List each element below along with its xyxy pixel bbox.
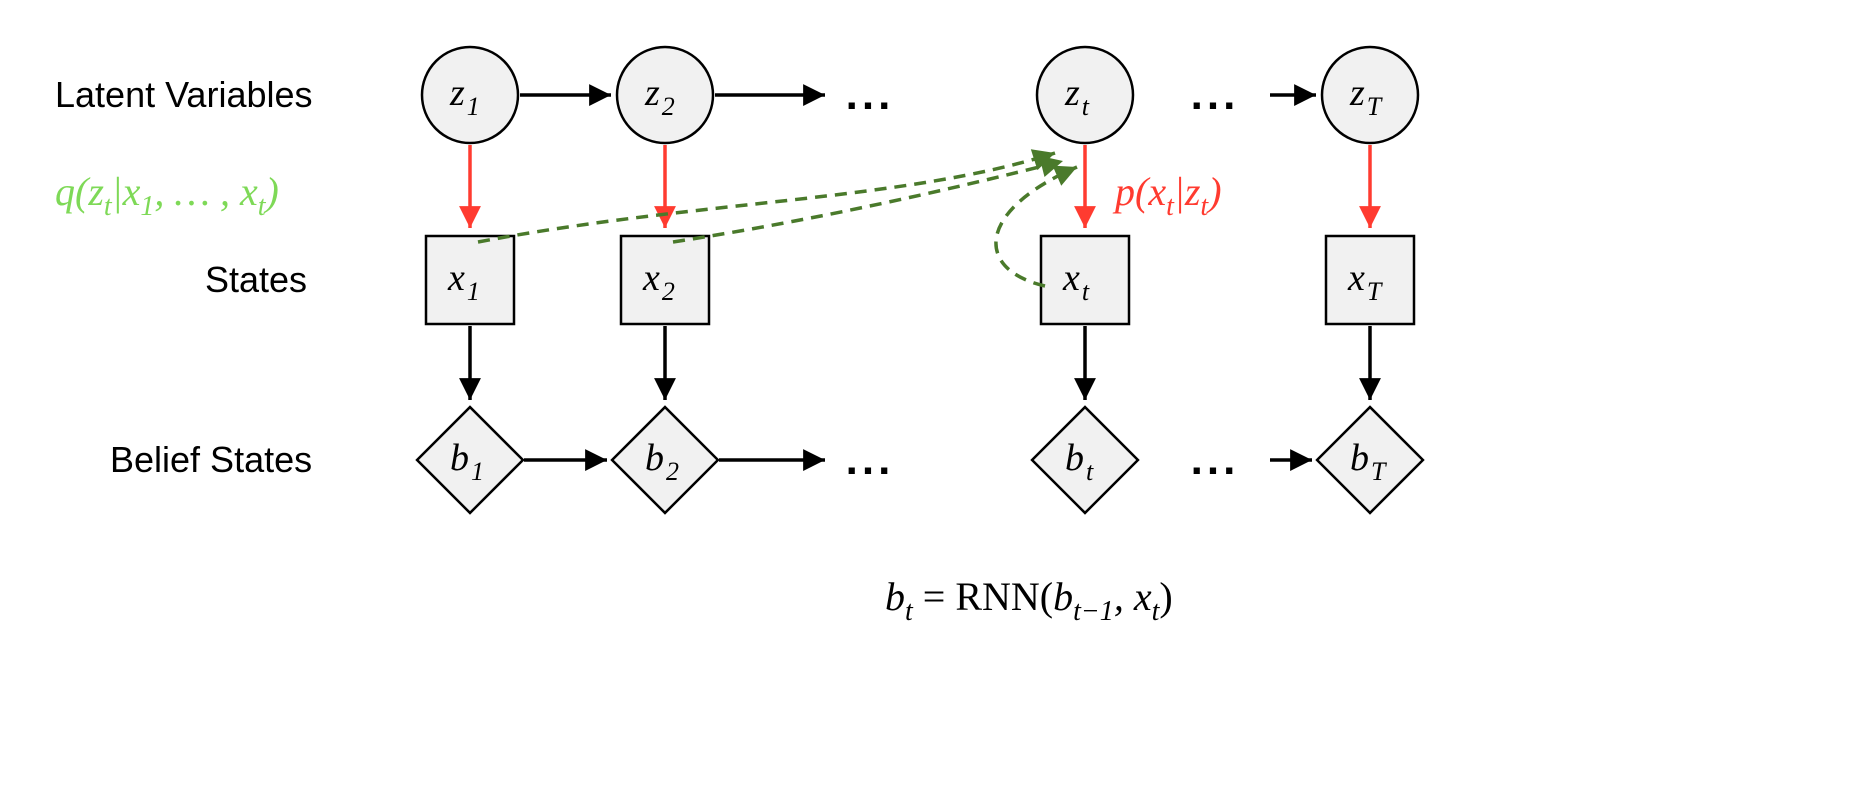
q-distribution-label: q(zt|x1, … , xt) (55, 169, 279, 222)
row-label-states: States (205, 259, 307, 300)
p-likelihood-label: p(xt|zt) (1112, 169, 1222, 222)
ellipsis: ... (846, 70, 895, 119)
b-node (1032, 407, 1138, 513)
ellipsis: ... (1191, 435, 1240, 484)
rnn-equation: bt = RNN(bt−1, xt) (885, 574, 1173, 627)
b-node (417, 407, 523, 513)
inference-edge (673, 161, 1063, 242)
inference-edge (478, 153, 1055, 242)
b-node (1317, 407, 1423, 513)
row-label-belief: Belief States (110, 439, 312, 480)
ellipsis: ... (846, 435, 895, 484)
b-node (612, 407, 718, 513)
row-label-latent: Latent Variables (55, 74, 313, 115)
ellipsis: ... (1191, 70, 1240, 119)
